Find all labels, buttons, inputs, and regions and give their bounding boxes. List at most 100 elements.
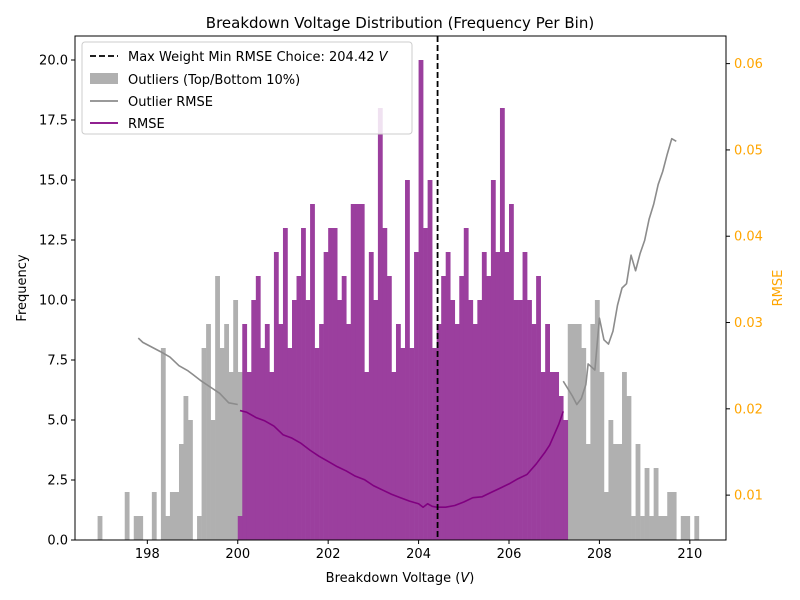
outlier-high-bar	[662, 516, 668, 540]
main-bar	[382, 228, 388, 540]
y-tick-label: 5.0	[47, 414, 68, 429]
y-tick-label: 0.0	[47, 534, 68, 549]
outlier-low-bar	[124, 492, 130, 540]
legend-swatch-outliers	[90, 73, 118, 84]
x-axis-label: Breakdown Voltage (V)	[326, 571, 475, 586]
outlier-low-bar	[160, 348, 166, 540]
outlier-high-bar	[567, 324, 573, 540]
outlier-high-bar	[685, 516, 691, 540]
outlier-high-bar	[599, 372, 605, 540]
outlier-low-bar	[228, 372, 234, 540]
x-tick-label: 210	[677, 547, 702, 562]
main-bar	[305, 300, 311, 540]
main-bar	[355, 204, 361, 540]
main-bar	[314, 348, 320, 540]
y-right-tick-label: 0.01	[734, 489, 763, 504]
main-bar	[282, 228, 288, 540]
rmse-lines	[137, 137, 677, 509]
x-tick-label: 202	[316, 547, 341, 562]
outlier-high-bar	[640, 516, 645, 540]
outlier-high-bar	[590, 324, 596, 540]
outlier-low-bar	[215, 276, 220, 540]
main-bar	[436, 324, 442, 540]
outlier-high-bar	[622, 372, 627, 540]
main-bar	[246, 372, 252, 540]
main-bar	[310, 204, 315, 540]
main-bar	[454, 324, 460, 540]
main-bar	[414, 252, 419, 540]
main-bar	[255, 276, 261, 540]
outlier-low-bar	[133, 516, 139, 540]
outlier-high-bar	[585, 444, 591, 540]
outlier-high-bar	[572, 324, 578, 540]
y-right-tick-label: 0.06	[734, 57, 763, 72]
main-bar	[260, 348, 266, 540]
main-bar	[427, 180, 433, 540]
main-bar	[400, 348, 406, 540]
legend-box	[81, 41, 413, 135]
outlier-high-bar	[608, 420, 614, 540]
main-bar	[445, 252, 451, 540]
main-bar	[377, 108, 383, 540]
y-tick-label: 10.0	[39, 294, 68, 309]
main-bar	[328, 228, 333, 540]
outlier-low-bar	[206, 324, 211, 540]
outlier-low-bar	[197, 516, 202, 540]
main-bar	[463, 228, 469, 540]
main-bar	[558, 396, 564, 540]
outlier-high-bar	[671, 492, 677, 540]
outlier-low-bar	[233, 300, 239, 540]
outlier-low-bar	[183, 396, 189, 540]
y-axis-label: Frequency	[15, 254, 30, 321]
y-axis-ticks: 0.0 2.5 5.0 7.5 10.0 12.5 15.0 17.5 20.0	[39, 54, 75, 549]
y-right-tick-label: 0.04	[734, 230, 763, 245]
outlier-high-bar	[694, 516, 700, 540]
main-bar	[386, 276, 392, 540]
outlier-low-bar	[165, 516, 171, 540]
main-bar	[337, 300, 343, 540]
legend-label-choice: Max Weight Min RMSE Choice: 204.42 V	[128, 50, 389, 65]
main-bar	[405, 180, 410, 540]
main-bar	[359, 204, 365, 540]
main-bar	[536, 276, 541, 540]
outlier-high-bar	[680, 516, 686, 540]
x-tick-label: 206	[497, 547, 522, 562]
main-bar	[545, 324, 550, 540]
y-right-tick-label: 0.05	[734, 143, 763, 158]
main-bar	[269, 372, 275, 540]
outlier-low-bar	[174, 492, 180, 540]
main-bar	[477, 300, 483, 540]
outlier-low-bar	[138, 516, 144, 540]
main-bar	[509, 204, 514, 540]
outlier-high-bar	[576, 324, 582, 540]
main-bar	[391, 372, 397, 540]
main-bar	[549, 372, 555, 540]
outlier-low-bar	[224, 324, 230, 540]
y-tick-label: 2.5	[47, 474, 68, 489]
main-bar	[292, 300, 297, 540]
outlier-low-bar	[201, 348, 207, 540]
main-bar	[296, 276, 302, 540]
main-bar	[332, 228, 338, 540]
outlier-high-bar	[631, 516, 636, 540]
y-right-axis-label: RMSE	[771, 270, 786, 307]
x-tick-label: 204	[406, 547, 431, 562]
outlier-high-bar	[581, 348, 587, 540]
outlier-high-bar	[603, 492, 609, 540]
outlier-low-bar	[210, 420, 216, 540]
x-tick-label: 198	[135, 547, 160, 562]
outlier-high-bar	[594, 300, 600, 540]
main-bar	[273, 252, 279, 540]
x-tick-label: 208	[587, 547, 612, 562]
main-bar	[513, 300, 519, 540]
outlier-rmse-high-line	[562, 137, 677, 406]
main-bar	[481, 252, 487, 540]
main-bar	[441, 276, 447, 540]
outlier-low-bar	[97, 516, 103, 540]
outlier-low-bar	[169, 492, 175, 540]
main-bar	[319, 324, 324, 540]
y-right-tick-label: 0.03	[734, 316, 763, 331]
y-right-tick-label: 0.02	[734, 402, 763, 417]
main-bar	[341, 276, 347, 540]
